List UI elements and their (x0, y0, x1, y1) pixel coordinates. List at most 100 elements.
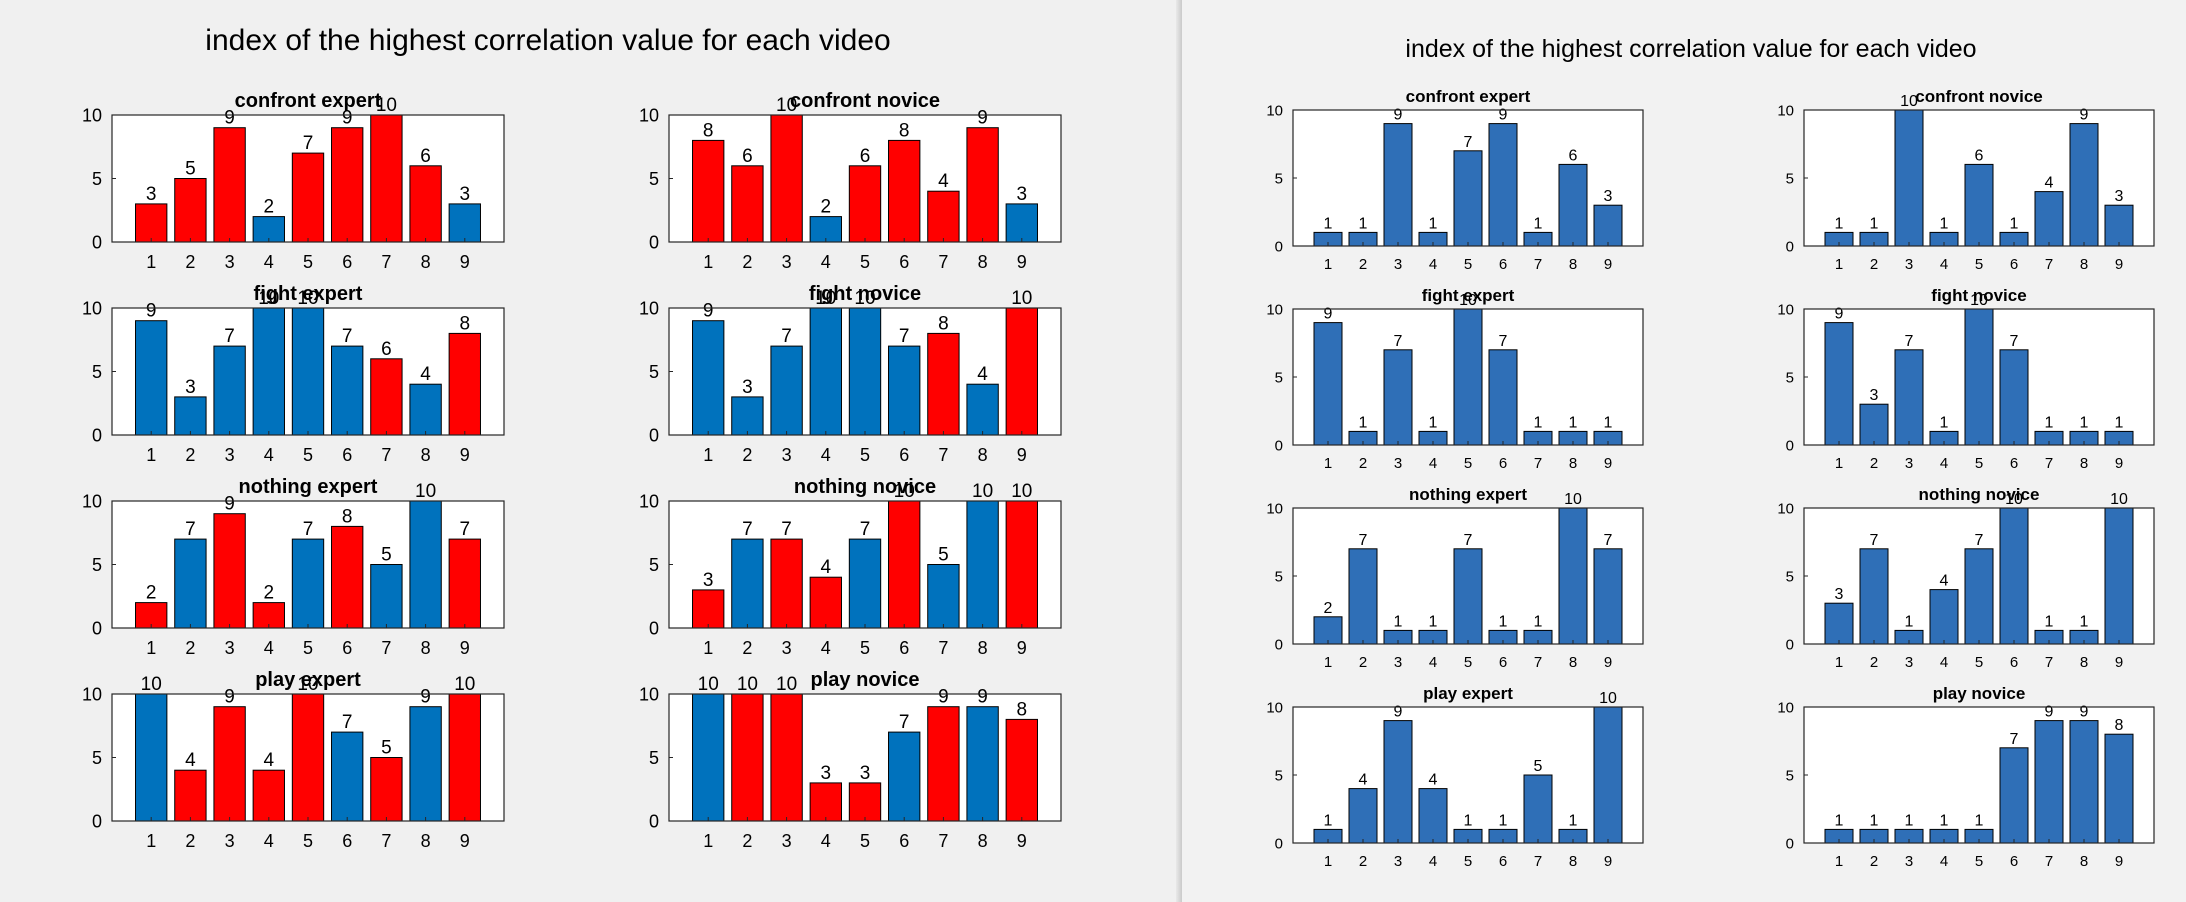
x-tick-label: 6 (899, 445, 909, 465)
subplot-title: fight novice (809, 283, 921, 305)
bar (809, 576, 842, 629)
bar (1558, 163, 1588, 247)
x-tick-label: 6 (2010, 654, 2018, 671)
x-tick-label: 3 (1905, 853, 1913, 870)
bar-data-label: 7 (2010, 731, 2019, 748)
bar-data-label: 6 (1569, 147, 1578, 164)
x-tick-label: 7 (1534, 256, 1542, 273)
x-tick-label: 9 (1017, 831, 1027, 851)
bar-data-label: 3 (1870, 387, 1879, 404)
x-tick-label: 8 (978, 638, 988, 658)
x-tick-label: 1 (146, 252, 156, 272)
x-tick-label: 4 (264, 252, 274, 272)
bar (966, 383, 999, 436)
x-tick-label: 5 (1464, 654, 1472, 671)
bar-data-label: 7 (1499, 333, 1508, 350)
x-tick-label: 1 (1835, 256, 1843, 273)
bar-data-label: 7 (1464, 134, 1473, 151)
bar (1593, 204, 1623, 247)
x-tick-label: 5 (303, 831, 313, 851)
bar (927, 332, 960, 436)
x-tick-label: 1 (1324, 853, 1332, 870)
bar-data-label: 1 (1359, 414, 1368, 431)
bar-data-label: 7 (460, 519, 471, 540)
x-tick-label: 8 (1569, 853, 1577, 870)
x-tick-label: 4 (821, 831, 831, 851)
bar (135, 320, 168, 436)
x-tick-label: 1 (703, 252, 713, 272)
y-tick-label: 5 (649, 169, 659, 189)
x-tick-label: 5 (303, 252, 313, 272)
bar (1964, 163, 1994, 247)
y-tick-label: 0 (92, 618, 102, 638)
subplot-title: play expert (1423, 684, 1513, 703)
subplot-title: play novice (1933, 684, 2026, 703)
x-tick-label: 6 (2010, 853, 2018, 870)
x-tick-label: 8 (1569, 654, 1577, 671)
x-tick-label: 9 (1604, 455, 1612, 472)
bar-data-label: 7 (899, 326, 910, 347)
x-tick-label: 6 (1499, 455, 1507, 472)
bar-data-label: 2 (146, 583, 157, 604)
bar-data-label: 10 (297, 674, 318, 695)
bar-data-label: 1 (1359, 215, 1368, 232)
x-tick-label: 4 (1940, 455, 1948, 472)
bar-data-label: 10 (776, 95, 797, 116)
subplot-title: fight expert (1422, 286, 1515, 305)
x-tick-label: 7 (938, 445, 948, 465)
subplot-title: nothing expert (239, 476, 378, 498)
x-tick-label: 2 (1870, 256, 1878, 273)
y-tick-label: 5 (92, 169, 102, 189)
bar (1999, 507, 2029, 645)
subplot-title: confront expert (1406, 87, 1531, 106)
x-tick-label: 8 (978, 445, 988, 465)
bar (291, 538, 325, 629)
bar (1964, 548, 1994, 645)
x-tick-label: 3 (225, 252, 235, 272)
y-tick-label: 10 (1777, 500, 1794, 517)
x-tick-label: 5 (860, 445, 870, 465)
x-tick-label: 1 (146, 831, 156, 851)
x-tick-label: 6 (342, 638, 352, 658)
bar (692, 139, 725, 243)
x-tick-label: 2 (185, 445, 195, 465)
y-tick-label: 10 (639, 298, 659, 318)
bar-data-label: 7 (1975, 532, 1984, 549)
bar-data-label: 3 (1835, 586, 1844, 603)
subplot-title: nothing novice (1919, 485, 2040, 504)
bar (1593, 706, 1623, 844)
bar-data-label: 9 (1324, 306, 1333, 323)
y-tick-label: 0 (649, 232, 659, 252)
y-tick-label: 10 (639, 684, 659, 704)
bar-data-label: 10 (1011, 288, 1032, 309)
bar (1418, 788, 1448, 844)
bar (409, 165, 442, 243)
y-tick-label: 0 (1275, 636, 1283, 653)
bar (409, 383, 442, 436)
y-tick-label: 5 (92, 555, 102, 575)
x-tick-label: 6 (1499, 256, 1507, 273)
bar-data-label: 4 (420, 364, 431, 385)
y-tick-label: 10 (639, 491, 659, 511)
bar-data-label: 8 (342, 506, 353, 527)
bar-data-label: 6 (1975, 147, 1984, 164)
bar (1964, 308, 1994, 446)
x-tick-label: 6 (899, 252, 909, 272)
bar-data-label: 3 (703, 570, 714, 591)
x-tick-label: 6 (899, 831, 909, 851)
y-tick-label: 10 (1777, 102, 1794, 119)
y-tick-label: 10 (82, 491, 102, 511)
bar (448, 203, 481, 243)
x-tick-label: 8 (421, 252, 431, 272)
bar-data-label: 7 (2010, 333, 2019, 350)
x-tick-label: 3 (1394, 256, 1402, 273)
x-tick-label: 5 (1464, 455, 1472, 472)
bar (888, 731, 921, 822)
y-tick-label: 0 (92, 425, 102, 445)
x-tick-label: 7 (1534, 853, 1542, 870)
x-tick-label: 3 (225, 445, 235, 465)
y-tick-label: 5 (649, 555, 659, 575)
